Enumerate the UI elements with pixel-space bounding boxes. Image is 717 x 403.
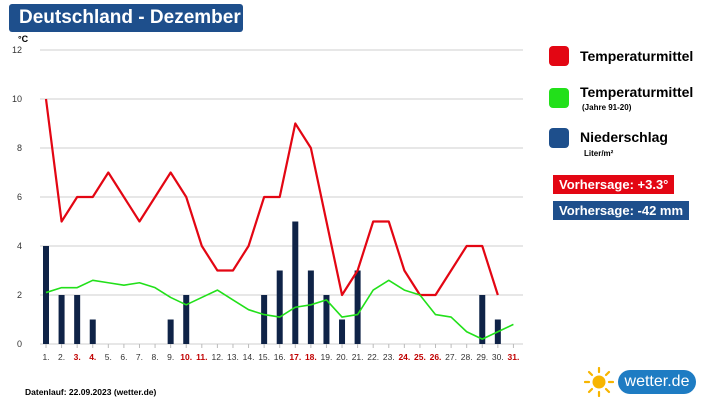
logo-wordmark: wetter.de xyxy=(618,370,696,394)
precipitation-bar xyxy=(43,246,49,344)
precipitation-bar xyxy=(292,221,299,344)
x-tick-label: 7. xyxy=(136,352,143,362)
forecast-temperature-badge: Vorhersage: +3.3° xyxy=(553,175,675,194)
precipitation-bar xyxy=(354,270,361,344)
precipitation-bar xyxy=(167,319,174,344)
x-tick-label: 21. xyxy=(352,352,364,362)
x-tick-label: 13. xyxy=(227,352,239,362)
x-tick-label: 29. xyxy=(476,352,488,362)
x-tick-label: 24. xyxy=(398,352,410,362)
y-tick-label: 2 xyxy=(17,290,22,300)
x-tick-label: 10. xyxy=(180,352,192,362)
legend-swatch-precipitation xyxy=(549,128,569,148)
y-tick-label: 6 xyxy=(17,192,22,202)
x-tick-label: 19. xyxy=(321,352,333,362)
chart-title: Deutschland - Dezember xyxy=(9,4,243,32)
y-tick-label: 10 xyxy=(12,94,22,104)
y-unit-label: °C xyxy=(18,34,29,44)
x-tick-label: 23. xyxy=(383,352,395,362)
data-run-footer: Datenlauf: 22.09.2023 (wetter.de) xyxy=(25,387,157,397)
x-tick-label: 8. xyxy=(152,352,159,362)
x-tick-label: 11. xyxy=(196,352,207,362)
x-tick-label: 16. xyxy=(274,352,286,362)
x-tick-label: 1. xyxy=(42,352,49,362)
x-tick-label: 14. xyxy=(243,352,255,362)
precipitation-bar xyxy=(89,319,96,344)
y-tick-label: 0 xyxy=(17,339,22,349)
precipitation-bar xyxy=(58,295,65,344)
line-layer xyxy=(44,98,514,340)
y-tick-label: 12 xyxy=(12,45,22,55)
legend-label-temperature: Temperaturmittel xyxy=(580,48,694,64)
brand-logo[interactable]: wetter.de xyxy=(584,366,702,397)
x-tick-label: 9. xyxy=(167,352,174,362)
precipitation-bar xyxy=(307,270,314,344)
x-tick-label: 18. xyxy=(305,352,317,362)
x-tick-label: 17. xyxy=(289,352,301,362)
precipitation-bar xyxy=(339,319,346,344)
precipitation-bar xyxy=(479,295,486,344)
x-tick-label: 30. xyxy=(492,352,504,362)
x-tick-label: 5. xyxy=(105,352,112,362)
x-tick-label: 15. xyxy=(258,352,270,362)
sun-icon xyxy=(584,367,614,397)
temperature-line xyxy=(44,98,499,297)
y-tick-label: 4 xyxy=(17,241,22,251)
normal-temperature-line xyxy=(45,279,514,340)
x-tick-label: 31. xyxy=(508,352,520,362)
x-tick-label: 3. xyxy=(74,352,81,362)
precipitation-bar xyxy=(276,270,283,344)
x-tick-label: 25. xyxy=(414,352,426,362)
x-tick-label: 12. xyxy=(211,352,223,362)
x-tick-label: 27. xyxy=(445,352,457,362)
x-tick-label: 2. xyxy=(58,352,65,362)
legend-swatch-normal-temperature xyxy=(549,88,569,108)
x-tick-label: 20. xyxy=(336,352,348,362)
x-tick-label: 6. xyxy=(120,352,127,362)
y-tick-label: 8 xyxy=(17,143,22,153)
x-tick-label: 22. xyxy=(367,352,379,362)
x-tick-label: 4. xyxy=(89,352,96,362)
legend-label-precipitation: Niederschlag xyxy=(580,129,668,145)
forecast-precipitation-badge: Vorhersage: -42 mm xyxy=(553,201,690,220)
legend-swatch-temperature xyxy=(549,46,569,66)
legend-label-normal-temperature: Temperaturmittel xyxy=(580,84,694,100)
precipitation-bar xyxy=(74,295,81,344)
legend-sub-normal-temperature: (Jahre 91-20) xyxy=(582,103,632,112)
x-tick-label: 28. xyxy=(461,352,473,362)
precipitation-bar xyxy=(183,295,190,344)
tick-layer: 0 2 4 6 8 10 12°C 1. 2. 3. 4. 5. 6. 7. 8. 9. 10. 11. 12. 13… xyxy=(12,34,519,362)
legend-sub-precipitation: Liter/m² xyxy=(584,149,614,158)
precipitation-bar xyxy=(261,295,268,344)
precipitation-bar xyxy=(323,295,330,344)
x-tick-label: 26. xyxy=(430,352,442,362)
